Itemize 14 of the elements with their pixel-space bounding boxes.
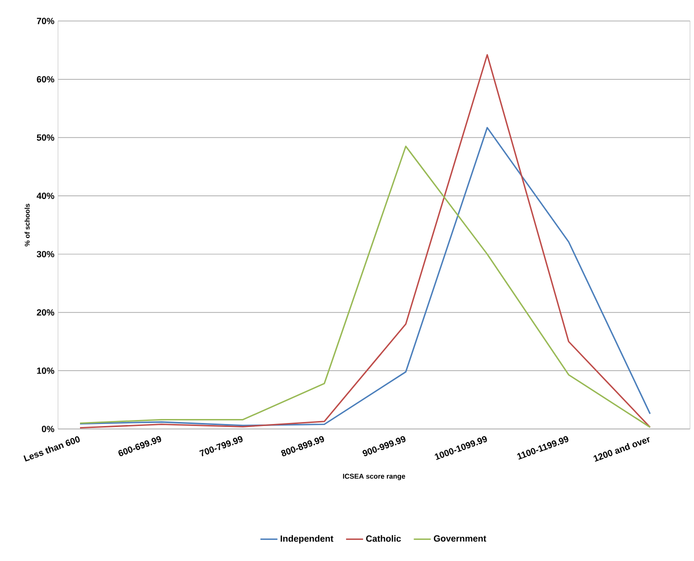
y-tick-label: 10% <box>37 368 54 374</box>
y-tick-label: 40% <box>36 192 54 200</box>
x-tick-label: Less than 600 <box>24 436 80 462</box>
y-tick-label: 70% <box>36 18 54 24</box>
legend-label: Independent <box>280 535 334 544</box>
y-tick-label: 0% <box>42 426 54 432</box>
y-tick-label: 60% <box>36 76 54 82</box>
y-tick-label: 20% <box>36 309 54 316</box>
y-tick-label: 30% <box>36 250 54 258</box>
legend-label: Government <box>434 535 486 542</box>
y-tick-label: 50% <box>36 134 54 141</box>
legend-label: Catholic <box>366 535 401 542</box>
line-series <box>79 54 651 429</box>
x-tick-label: 1200 and over <box>594 437 650 462</box>
